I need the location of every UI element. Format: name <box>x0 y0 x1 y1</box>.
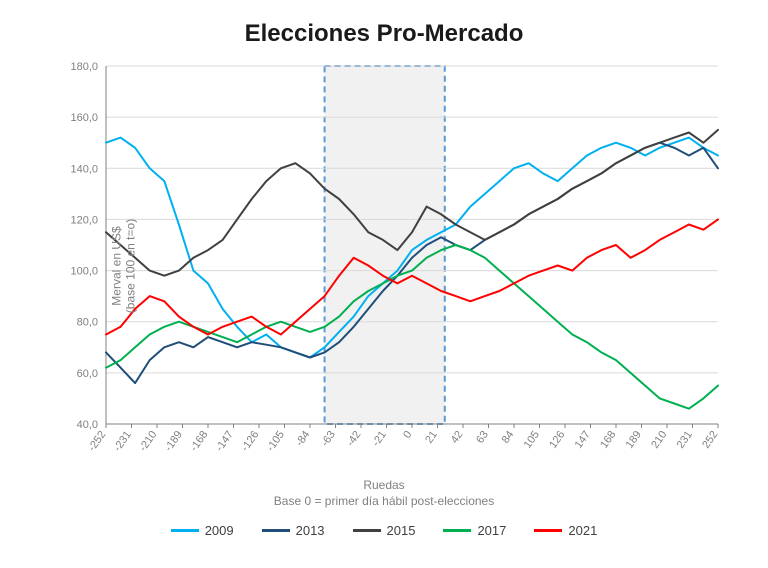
x-tick-label: -168 <box>188 429 210 454</box>
x-axis-label-line2: Base 0 = primer día hábil post-eleccione… <box>274 494 494 508</box>
x-axis-label-line1: Ruedas <box>363 478 404 492</box>
x-tick-label: 210 <box>649 429 669 451</box>
y-tick-label: 100,0 <box>70 266 98 278</box>
x-tick-label: 147 <box>573 429 593 451</box>
x-tick-label: 126 <box>547 429 567 451</box>
y-tick-label: 60,0 <box>77 368 98 380</box>
x-tick-label: -42 <box>345 429 364 449</box>
y-axis-label-line2: (base 100 en t=o) <box>124 219 138 313</box>
y-tick-label: 140,0 <box>70 163 98 175</box>
x-tick-label: 63 <box>474 429 491 446</box>
x-tick-label: -210 <box>137 429 159 454</box>
chart-svg: 40,0 60,0 80,0 100,0 120,0 140,0 160,0 180,0 -25… <box>34 56 734 476</box>
legend-label: 2013 <box>296 523 325 538</box>
x-tick-label: 84 <box>500 429 517 446</box>
x-tick-label: -105 <box>264 429 286 454</box>
x-axis-label: Ruedas Base 0 = primer día hábil post-el… <box>30 478 738 509</box>
legend-label: 2021 <box>568 523 597 538</box>
x-tick-label: 42 <box>449 429 466 446</box>
legend-item-2021: 2021 <box>534 523 597 538</box>
x-tick-label: 0 <box>401 429 414 441</box>
y-axis-label-line1: Merval en US$ <box>110 226 124 305</box>
legend-item-2009: 2009 <box>171 523 234 538</box>
legend-item-2017: 2017 <box>443 523 506 538</box>
legend-item-2013: 2013 <box>262 523 325 538</box>
x-tick-label: 168 <box>598 429 618 451</box>
chart-card: Elecciones Pro-Mercado Merval en US$ (ba… <box>0 0 768 568</box>
chart-title: Elecciones Pro-Mercado <box>30 20 738 48</box>
y-tick-label: 40,0 <box>77 419 98 431</box>
x-tick-label: 189 <box>624 429 644 451</box>
x-tick-label: 231 <box>675 429 695 451</box>
y-tick-label: 120,0 <box>70 214 98 226</box>
legend-label: 2017 <box>477 523 506 538</box>
x-tick-label: -126 <box>239 429 261 454</box>
legend-swatch <box>353 529 381 532</box>
legend-swatch <box>534 529 562 532</box>
y-tick-label: 160,0 <box>70 112 98 124</box>
chart-area: Merval en US$ (base 100 en t=o) 40,0 60,0… <box>34 56 734 476</box>
x-tick-label: 105 <box>522 429 542 451</box>
y-tick-label: 80,0 <box>77 317 98 329</box>
x-tick-label: 21 <box>423 429 440 446</box>
x-tick-label: -21 <box>370 429 389 449</box>
legend-label: 2009 <box>205 523 234 538</box>
x-tick-label: -252 <box>86 429 108 454</box>
x-tick-label: 252 <box>700 429 720 451</box>
legend-swatch <box>262 529 290 532</box>
x-tick-label: -84 <box>294 429 313 449</box>
y-axis-label: Merval en US$ (base 100 en t=o) <box>110 166 139 366</box>
legend: 2009 2013 2015 2017 2021 <box>30 523 738 538</box>
x-tick-label: -231 <box>111 429 133 454</box>
x-tick-label: -63 <box>319 429 338 449</box>
legend-swatch <box>171 529 199 532</box>
x-tick-label: -147 <box>213 429 235 454</box>
legend-item-2015: 2015 <box>353 523 416 538</box>
x-tick-label: -189 <box>162 429 184 454</box>
legend-label: 2015 <box>387 523 416 538</box>
legend-swatch <box>443 529 471 532</box>
y-tick-label: 180,0 <box>70 61 98 73</box>
